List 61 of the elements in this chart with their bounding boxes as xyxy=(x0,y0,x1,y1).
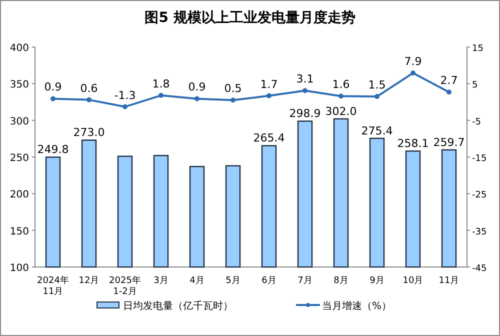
y2-tick-label: -5 xyxy=(472,117,481,128)
x-tick-label: 2024年 11月 xyxy=(37,275,69,297)
data-label: 0.9 xyxy=(44,80,62,94)
data-label: 249.8 xyxy=(37,143,69,156)
point xyxy=(230,98,236,103)
x-tick-label: 12月 xyxy=(78,276,100,286)
data-label: 2.7 xyxy=(440,74,458,88)
data-label: 0.9 xyxy=(188,80,206,94)
data-label: 275.4 xyxy=(361,124,393,138)
data-label: 273.0 xyxy=(73,126,105,140)
point xyxy=(50,96,56,102)
x-tick-label: 2025年 1-2月 xyxy=(109,275,141,297)
y2-tick-label: -45 xyxy=(472,264,487,274)
data-label: 0.6 xyxy=(80,82,98,95)
point xyxy=(338,94,344,99)
y-tick-label: 200 xyxy=(10,190,29,201)
point xyxy=(86,97,92,102)
data-label: 1.6 xyxy=(332,78,350,92)
data-label: 302.0 xyxy=(325,104,357,118)
data-label: 259.7 xyxy=(433,136,465,149)
y2-tick-label: -25 xyxy=(472,190,487,201)
data-label: -1.3 xyxy=(114,88,136,102)
data-label: 298.9 xyxy=(289,107,321,120)
point xyxy=(122,104,128,110)
y-tick-label: 150 xyxy=(10,226,29,238)
x-tick-label: 7月 xyxy=(298,276,312,286)
x-tick-label: 4月 xyxy=(190,276,204,286)
data-label: 0.5 xyxy=(224,82,242,96)
x-tick-label: 3月 xyxy=(154,276,168,286)
point xyxy=(158,92,164,98)
x-tick-label: 10月 xyxy=(402,276,424,286)
legend-label: 日均发电量（亿千瓦时） xyxy=(123,300,233,312)
y-tick-label: 250 xyxy=(10,153,29,164)
point xyxy=(410,70,416,76)
chart-title: 图5 规模以上工业发电量月度走势 xyxy=(144,9,356,26)
x-tick-label: 5月 xyxy=(226,276,240,286)
y2-tick-label: 15 xyxy=(472,44,484,54)
data-label: 3.1 xyxy=(296,72,314,86)
y-tick-label: 400 xyxy=(10,43,29,54)
y-tick-label: 300 xyxy=(10,116,29,128)
y2-tick-label: -15 xyxy=(472,154,487,164)
x-tick-label: 8月 xyxy=(334,276,348,286)
x-tick-label: 6月 xyxy=(262,276,276,286)
point xyxy=(374,94,380,99)
y-tick-label: 350 xyxy=(10,80,29,91)
point xyxy=(446,90,452,95)
x-tick-label: 11月 xyxy=(438,276,460,286)
data-label: 1.8 xyxy=(152,77,170,90)
y-tick-label: 100 xyxy=(10,263,29,274)
y2-tick-label: 5 xyxy=(472,80,478,91)
data-label: 7.9 xyxy=(404,55,422,68)
data-label: 1.5 xyxy=(368,78,386,92)
point xyxy=(302,88,308,94)
data-label: 1.7 xyxy=(260,78,278,91)
point xyxy=(194,96,200,102)
y2-tick-label: -35 xyxy=(472,227,487,238)
x-tick-label: 9月 xyxy=(370,276,384,286)
data-label: 265.4 xyxy=(253,132,285,145)
point xyxy=(266,93,272,98)
legend-label: 当月增速（%） xyxy=(322,300,392,312)
data-label: 258.1 xyxy=(397,137,429,150)
